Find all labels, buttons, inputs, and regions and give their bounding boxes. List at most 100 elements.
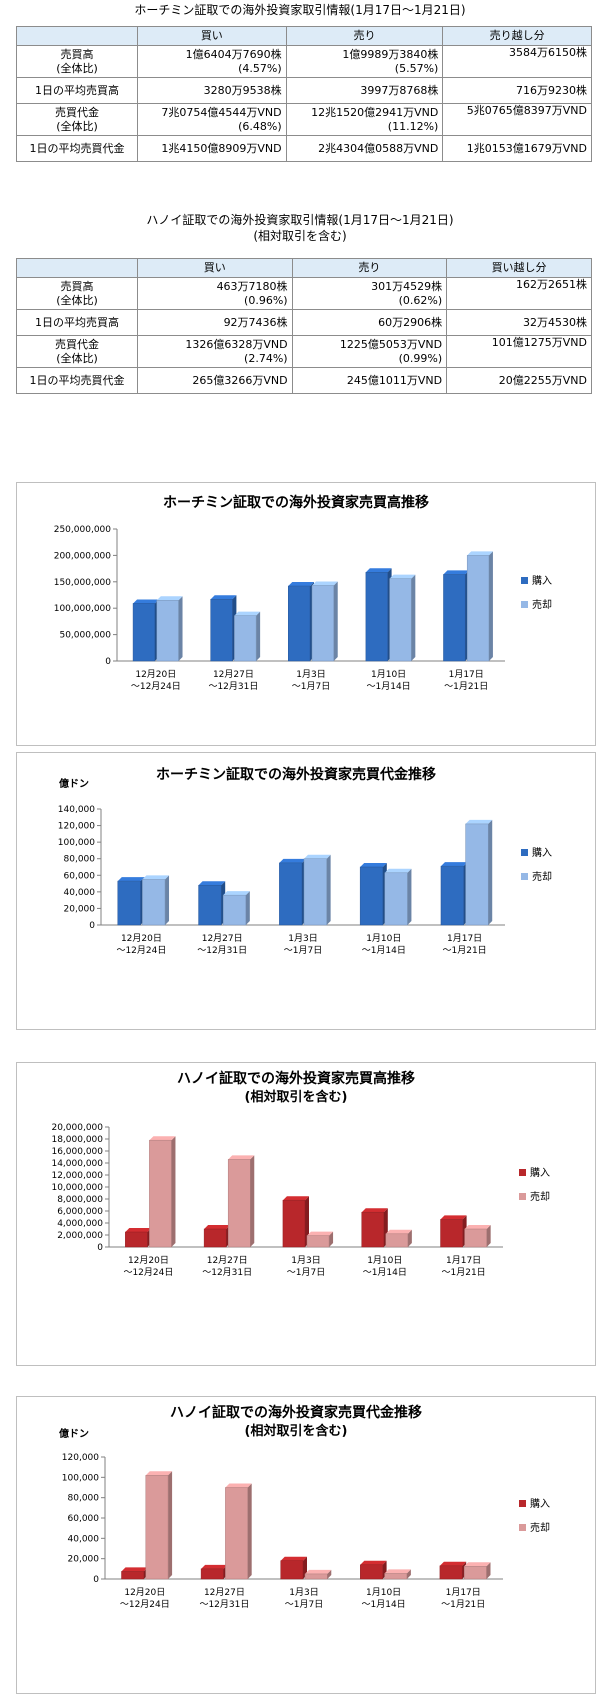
x-tick-label: 〜1月14日 [367,681,411,692]
y-tick-label: 0 [105,657,111,667]
bar [304,1573,328,1580]
legend-label: 購入 [530,1497,550,1510]
bar [145,1475,169,1580]
sell-cell: 60万2906株 [291,309,448,336]
bar-side [407,868,412,925]
bar [311,585,334,662]
chart-title: ホーチミン証取での海外投資家売買高推移 [163,494,429,511]
bar-top [304,854,331,859]
bar-top [385,1229,412,1234]
chart-subtitle: (相対取引を含む) [245,1089,348,1105]
hn-table-subtitle: (相対取引を含む) [253,229,347,243]
bar-top [440,1215,467,1220]
bar-top [312,581,338,586]
bar-top [223,891,250,896]
table-header-cell: 買い [137,258,293,278]
row-label: 売買代金 (全体比) [16,103,138,136]
legend-label: 購入 [532,574,552,587]
bar [389,578,412,662]
bar-top [384,1569,411,1574]
x-tick-label: 〜12月24日 [123,1267,173,1278]
bar-top [389,574,416,579]
bar [288,585,311,662]
table-header-row: 買い 売り 売り越し分 [16,26,592,46]
chart-title: ハノイ証取での海外投資家売買高推移 [177,1070,415,1087]
bar-top [210,595,237,600]
legend-label: 売却 [532,598,552,611]
x-tick-label: 12月27日 [204,1587,245,1598]
x-tick-label: 〜1月14日 [363,1267,407,1278]
diff-cell: 101億1275万VND [446,335,592,368]
row-label: 1日の平均売買高 [16,77,138,104]
bar-side [168,1471,173,1579]
x-tick-label: 1月10日 [366,1587,401,1598]
bar [365,572,388,662]
bar [361,1211,385,1248]
bar [384,1573,408,1580]
sell-cell: 3997万8768株 [285,77,444,104]
x-tick-label: 〜1月7日 [284,945,322,956]
bar-side [327,1569,332,1579]
hcm-value-chart: ホーチミン証取での海外投資家売買代金推移 億ドン 0 20,000 40,000 60,0… [16,752,596,1030]
table-row: 1日の平均売買高 3280万9538株 3997万8768株 716万9230株 [16,77,592,104]
bar-top [225,1483,252,1488]
bar-side [411,574,416,661]
bar [443,574,466,662]
buy-cell: 3280万9538株 [137,77,287,104]
x-tick-label: 12月20日 [124,1587,165,1598]
bar-side [247,1483,252,1579]
y-tick-label: 100,000 [58,838,95,848]
y-tick-label: 12,000,000 [51,1171,103,1181]
row-label: 1日の平均売買代金 [16,135,138,162]
buy-cell: 265億3266万VND [137,367,293,394]
bar-top [467,551,493,556]
bar-side [326,854,331,925]
y-tick-label: 40,000 [68,1534,100,1544]
hn-value-chart: ハノイ証取での海外投資家売買代金推移 (相対取引を含む) 億ドン 0 20,000 40,… [16,1396,596,1694]
y-tick-label: 50,000,000 [59,631,111,641]
bar-top [384,868,412,873]
legend-swatch [521,873,528,880]
y-tick-label: 60,000 [64,871,96,881]
legend-label: 売却 [530,1190,550,1203]
bar-side [486,1562,491,1579]
table-row: 1日の平均売買代金 265億3266万VND 245億1011万VND 20億2… [16,367,592,394]
x-tick-label: 1月17日 [446,1255,481,1266]
bar [359,866,384,926]
bar-top [228,1155,255,1160]
bar [121,1571,145,1580]
bar-top [279,858,306,863]
buy-cell: 1兆4150億8909万VND [137,135,287,162]
y-tick-label: 10,000,000 [51,1183,103,1193]
legend-swatch [519,1500,526,1507]
x-tick-label: 1月10日 [371,669,406,680]
row-label: 1日の平均売買高 [16,309,138,336]
y-tick-label: 100,000,000 [54,604,112,614]
bar [303,858,327,926]
y-tick-label: 16,000,000 [51,1147,103,1157]
y-tick-label: 250,000,000 [54,525,112,535]
legend-swatch [519,1169,526,1176]
table-row: 1日の平均売買代金 1兆4150億8909万VND 2兆4304億0588万VN… [16,135,592,162]
bar-side [245,891,250,925]
table-header-cell [16,26,138,46]
x-tick-label: 〜1月7日 [285,1599,323,1610]
bar [149,1139,172,1248]
bar-top [360,863,387,867]
bar-side [165,875,170,925]
bar [227,1159,251,1248]
x-tick-label: 1月17日 [446,1587,481,1598]
bar [464,1228,487,1248]
x-tick-label: 1月3日 [289,1587,318,1598]
hn-table-title: ハノイ証取での海外投資家取引情報(1月17日〜1月21日) [146,213,454,227]
x-tick-label: 〜12月31日 [202,1267,252,1278]
table-header-cell: 売り [285,26,444,46]
table-header-cell: 売り越し分 [442,26,592,46]
y-tick-label: 6,000,000 [57,1207,103,1217]
x-tick-label: 12月27日 [207,1255,248,1266]
buy-cell: 463万7180株 (0.96%) [137,277,293,310]
x-tick-label: 1月10日 [366,933,401,944]
diff-cell: 5兆0765億8397万VND [442,103,592,136]
x-tick-label: 12月20日 [128,1255,169,1266]
bar [439,1565,463,1580]
